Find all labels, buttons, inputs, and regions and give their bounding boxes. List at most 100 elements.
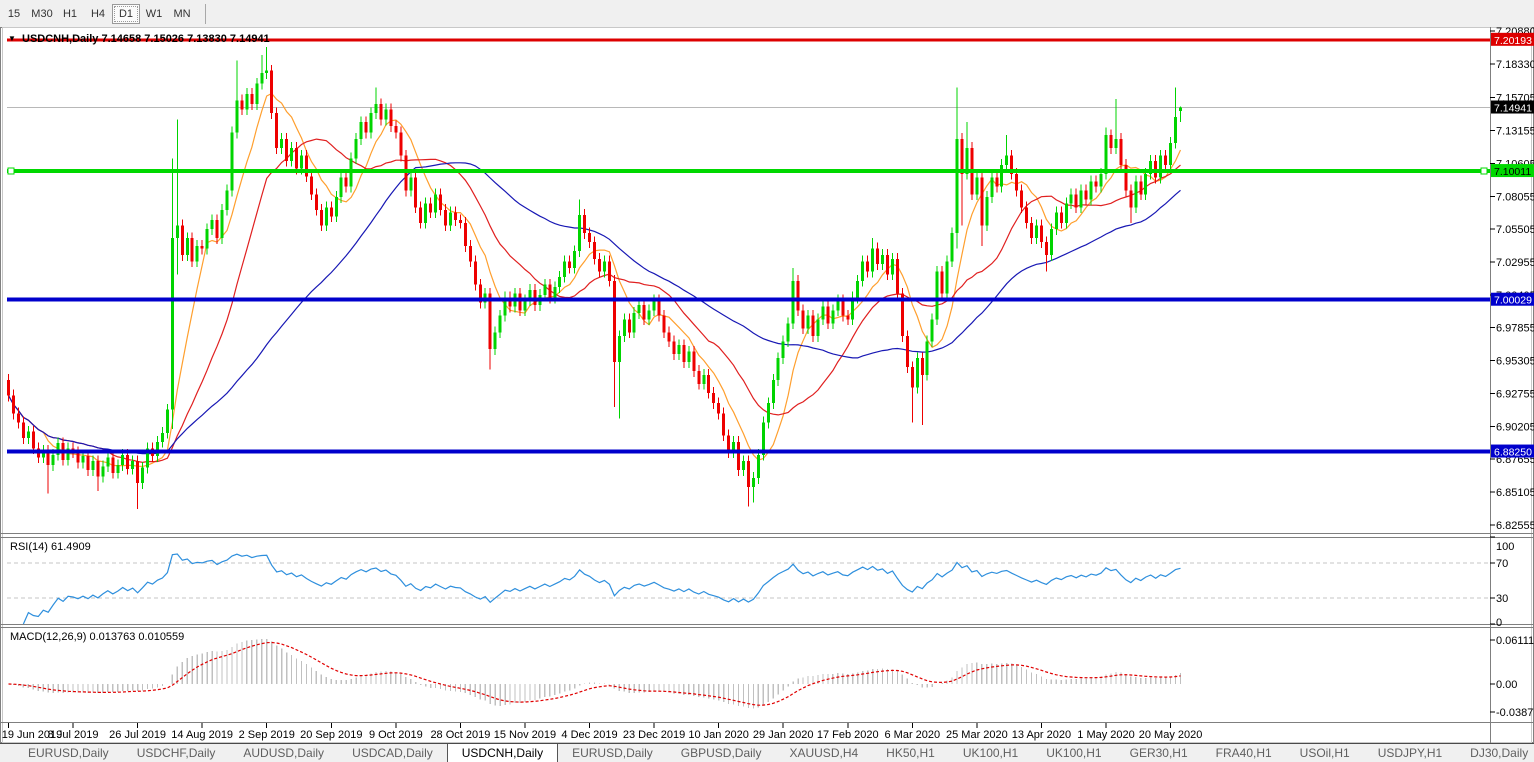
candle-body [578,215,582,252]
chart-tab-usdjpy-h1[interactable]: USDJPY,H1 [1377,746,1443,760]
candle-body [399,132,403,156]
chart-tab-xauusd-h4[interactable]: XAUUSD,H4 [789,746,859,760]
candle-body [1005,155,1009,165]
chart-background [0,27,1534,743]
chart-title-text: USDCNH,Daily 7.14658 7.15026 7.13830 7.1… [22,33,270,45]
horizontal-lines[interactable]: 7.20193 7.10011 7.00029 6.88250 [7,32,1534,459]
candle-body [826,306,830,324]
candle-body [1164,155,1168,165]
candle-body [995,177,999,187]
chart-tab-usdchf-daily[interactable]: USDCHF,Daily [136,746,216,760]
candle-body [796,280,800,311]
date-axis-label: 14 Aug 2019 [171,729,233,741]
candle-body [816,319,820,337]
candle-body [31,431,35,449]
candle-body [473,261,477,285]
candle-body [920,358,924,375]
timeframe-button-h4[interactable]: H4 [90,7,106,20]
candle-body [746,461,750,487]
chart-tab-dj30-daily[interactable]: DJ30,Daily [1470,746,1529,760]
candle-body [319,209,323,226]
candle-body [1124,164,1128,191]
candle-body [563,261,567,277]
rsi-axis-label: 0 [1496,617,1502,629]
chart-tab-uk100-h1[interactable]: UK100,H1 [1046,746,1102,760]
candle-body [945,261,949,294]
timeframe-button-15[interactable]: 15 [7,7,21,20]
date-axis-label: 9 Oct 2019 [369,729,423,741]
hline-price-badge [1491,444,1534,458]
hline-price-badge [1491,32,1534,46]
candle-body [334,196,338,217]
chart-tab-fra40-h1[interactable]: FRA40,H1 [1215,746,1272,760]
hline-handle[interactable] [7,167,15,175]
chart-tab-audusd-daily[interactable]: AUDUSD,Daily [243,746,325,760]
candle-body [215,220,219,239]
candle-body [155,441,159,457]
timeframe-button-h1[interactable]: H1 [62,7,78,20]
timeframe-button-m30[interactable]: M30 [31,7,53,20]
chart-tab-eurusd-daily[interactable]: EURUSD,Daily [572,746,653,760]
symbol-dropdown-icon[interactable]: ▼ [8,34,16,43]
chart-tab-uk100-h1[interactable]: UK100,H1 [962,746,1019,760]
current-price-badge-label: 7.14941 [1494,103,1532,115]
rsi-label: RSI(14) 61.4909 [10,541,91,553]
candle-body [225,190,229,210]
candle-body [975,177,979,195]
price-axis-label: 6.82555 [1496,520,1534,532]
candle-body [737,441,741,471]
timeframe-button-w1[interactable]: W1 [145,7,163,20]
candle-body [895,258,899,294]
candle-body [1074,194,1078,208]
candle-body [389,109,393,127]
chart-tab-usdcnh-daily[interactable]: USDCNH,Daily [446,744,559,762]
candle-body [791,280,795,324]
hline-handle[interactable] [1480,167,1488,175]
chart-tab-hk50-h1[interactable]: HK50,H1 [886,746,935,760]
candle-body [195,245,199,262]
candle-body [886,254,889,275]
candle-body [786,323,790,342]
candle-body [359,122,363,139]
candle-body [647,310,651,320]
timeframe-button-d1[interactable]: D1 [112,3,140,24]
candle-body [493,332,497,350]
candle-body [498,315,502,333]
chart-tab-gbpusd-daily[interactable]: GBPUSD,Daily [680,746,762,760]
candle-body [309,176,313,195]
candle-body [846,315,850,320]
candle-body [180,225,184,255]
candle-body [419,207,423,223]
date-axis-label: 23 Dec 2019 [623,729,685,741]
chart-tab-eurusd-daily[interactable]: EURUSD,Daily [28,746,109,760]
candle-body [697,370,701,384]
chart-tab-ger30-h1[interactable]: GER30,H1 [1129,746,1188,760]
hline-price-badge [1491,164,1534,178]
pane-borders [0,27,1534,743]
candle-body [235,100,239,133]
date-axis-label: 19 Jun 2019 [2,729,63,741]
candle-body [404,155,408,191]
date-axis-label: 15 Nov 2019 [494,729,556,741]
candle-body [1079,190,1083,208]
candle-body [1034,225,1038,239]
macd-axis-label: -0.038777 [1496,707,1534,719]
timeframe-button-mn[interactable]: MN [173,7,191,20]
candle-body [682,345,686,362]
candle-body [617,336,621,362]
candle-body [652,300,656,311]
chart-tab-usdcad-daily[interactable]: USDCAD,Daily [352,746,433,760]
candle-body [1000,164,1004,187]
candle-body [1099,173,1103,187]
chart-tab-usoil-h1[interactable]: USOil,H1 [1299,746,1350,760]
candle-body [761,422,765,455]
candle-body [1084,190,1088,200]
candle-body [627,319,631,333]
candle-body [11,395,15,414]
rsi-line [22,553,1181,625]
candle-body [1054,212,1058,230]
candlestick-chart: 7.208807.183307.157057.131557.106057.080… [0,26,1534,743]
candle-body [205,229,209,249]
candle-body [285,138,289,161]
